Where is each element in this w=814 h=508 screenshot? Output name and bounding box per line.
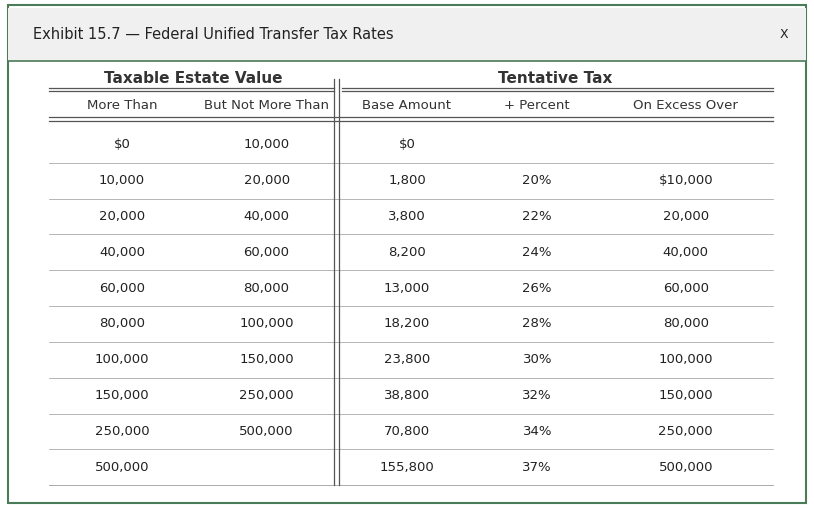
Text: 150,000: 150,000 (239, 353, 294, 366)
Text: 37%: 37% (523, 461, 552, 474)
Text: 500,000: 500,000 (95, 461, 149, 474)
Text: 100,000: 100,000 (95, 353, 149, 366)
Text: 150,000: 150,000 (659, 389, 713, 402)
Text: $0: $0 (399, 138, 415, 151)
Text: 3,800: 3,800 (388, 210, 426, 223)
Text: 100,000: 100,000 (239, 318, 294, 331)
Text: 18,200: 18,200 (384, 318, 430, 331)
Text: X: X (780, 27, 788, 41)
Text: On Excess Over: On Excess Over (633, 99, 738, 112)
Text: 40,000: 40,000 (663, 246, 709, 259)
Text: 80,000: 80,000 (243, 281, 290, 295)
Text: 20,000: 20,000 (663, 210, 709, 223)
Text: 8,200: 8,200 (388, 246, 426, 259)
Text: 500,000: 500,000 (659, 461, 713, 474)
Text: 1,800: 1,800 (388, 174, 426, 187)
Text: 24%: 24% (523, 246, 552, 259)
Text: 60,000: 60,000 (663, 281, 709, 295)
Text: 23,800: 23,800 (384, 353, 430, 366)
Text: Exhibit 15.7 — Federal Unified Transfer Tax Rates: Exhibit 15.7 — Federal Unified Transfer … (33, 26, 393, 42)
Text: 80,000: 80,000 (99, 318, 145, 331)
Text: 250,000: 250,000 (659, 425, 713, 438)
Text: + Percent: + Percent (505, 99, 570, 112)
Text: Base Amount: Base Amount (362, 99, 452, 112)
Text: 10,000: 10,000 (99, 174, 145, 187)
Text: Tentative Tax: Tentative Tax (498, 71, 613, 86)
Text: 22%: 22% (523, 210, 552, 223)
Text: 28%: 28% (523, 318, 552, 331)
Text: 10,000: 10,000 (243, 138, 290, 151)
Text: 20,000: 20,000 (99, 210, 145, 223)
Text: 30%: 30% (523, 353, 552, 366)
Text: More Than: More Than (87, 99, 157, 112)
Text: 40,000: 40,000 (243, 210, 290, 223)
Text: 80,000: 80,000 (663, 318, 709, 331)
Text: 100,000: 100,000 (659, 353, 713, 366)
Text: 150,000: 150,000 (94, 389, 150, 402)
Text: 40,000: 40,000 (99, 246, 145, 259)
Text: 13,000: 13,000 (384, 281, 430, 295)
Text: But Not More Than: But Not More Than (204, 99, 329, 112)
Text: 38,800: 38,800 (384, 389, 430, 402)
Text: 60,000: 60,000 (243, 246, 290, 259)
Text: 26%: 26% (523, 281, 552, 295)
Text: $10,000: $10,000 (659, 174, 713, 187)
Text: $0: $0 (114, 138, 130, 151)
Text: 70,800: 70,800 (384, 425, 430, 438)
Text: Taxable Estate Value: Taxable Estate Value (104, 71, 282, 86)
Text: 250,000: 250,000 (239, 389, 294, 402)
Text: 20%: 20% (523, 174, 552, 187)
FancyBboxPatch shape (8, 5, 806, 503)
Text: 500,000: 500,000 (239, 425, 294, 438)
Text: 250,000: 250,000 (94, 425, 150, 438)
Text: 34%: 34% (523, 425, 552, 438)
Text: 20,000: 20,000 (243, 174, 290, 187)
FancyBboxPatch shape (8, 8, 806, 61)
Text: 60,000: 60,000 (99, 281, 145, 295)
Text: 32%: 32% (523, 389, 552, 402)
Text: 155,800: 155,800 (379, 461, 435, 474)
